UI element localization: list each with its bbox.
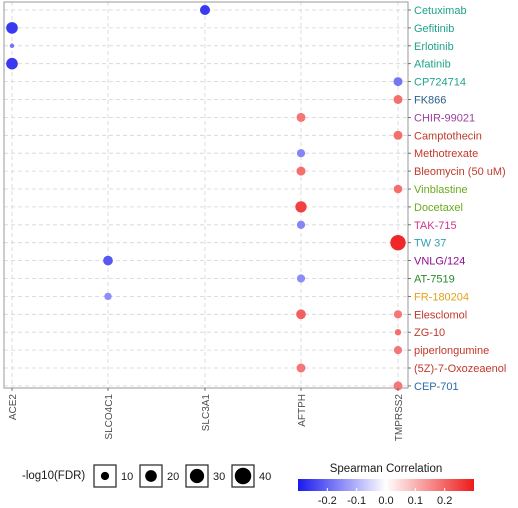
y-tick-label: ZG-10 bbox=[414, 327, 445, 339]
data-point bbox=[296, 309, 306, 320]
data-point bbox=[393, 94, 403, 105]
color-legend-label: 0.1 bbox=[408, 495, 423, 507]
y-tick-label: AT-7519 bbox=[414, 274, 455, 286]
y-tick-label: Bleomycin (50 uM) bbox=[414, 166, 506, 178]
data-point bbox=[6, 57, 18, 70]
data-point bbox=[104, 292, 112, 301]
color-legend-bar bbox=[298, 479, 474, 491]
size-legend-dot bbox=[234, 467, 252, 485]
data-point bbox=[394, 329, 402, 336]
y-tick-label: Docetaxel bbox=[414, 202, 463, 214]
data-point bbox=[295, 201, 307, 213]
data-point bbox=[296, 166, 306, 176]
y-tick-label: Camptothecin bbox=[414, 130, 482, 142]
data-point bbox=[393, 345, 403, 355]
data-point bbox=[9, 43, 15, 49]
size-legend-label: 10 bbox=[121, 471, 133, 483]
size-legend-dot bbox=[145, 470, 157, 482]
y-tick-label: Vinblastine bbox=[414, 184, 468, 196]
x-tick-label: SLCO4C1 bbox=[104, 394, 115, 440]
size-legend-label: 30 bbox=[213, 471, 225, 483]
grid-lines bbox=[4, 2, 408, 388]
size-legend-label: 20 bbox=[167, 471, 179, 483]
data-point bbox=[296, 363, 306, 373]
data-point bbox=[6, 22, 18, 34]
y-tick-label: Afatinib bbox=[414, 59, 451, 71]
x-tick-label: SLC3A1 bbox=[201, 394, 212, 432]
size-legend: -log10(FDR) 10 20 30 40 bbox=[22, 464, 271, 488]
data-point bbox=[296, 112, 306, 122]
y-tick-label: Cetuximab bbox=[414, 5, 467, 17]
data-point bbox=[296, 220, 306, 229]
y-tick-label: FR-180204 bbox=[414, 291, 469, 303]
data-point bbox=[393, 381, 403, 391]
y-tick-label: Gefitinib bbox=[414, 23, 454, 35]
x-tick-label: AFTPH bbox=[297, 394, 308, 427]
x-tick-label: TMPRSS2 bbox=[394, 394, 405, 442]
y-tick-label: piperlongumine bbox=[414, 345, 489, 357]
data-point bbox=[296, 274, 306, 283]
data-point bbox=[393, 184, 403, 194]
color-legend-title: Spearman Correlation bbox=[330, 463, 443, 475]
size-legend-title: -log10(FDR) bbox=[22, 470, 85, 482]
y-tick-label: FK866 bbox=[414, 95, 446, 107]
x-tick-labels: ACE2 SLCO4C1 SLC3A1 AFTPH TMPRSS2 bbox=[8, 388, 405, 441]
y-tick-label: CHIR-99021 bbox=[414, 112, 475, 124]
y-tick-label: Erlotinib bbox=[414, 41, 454, 53]
data-points bbox=[6, 4, 406, 391]
data-point bbox=[296, 149, 306, 158]
x-tick-label: ACE2 bbox=[8, 394, 19, 421]
color-legend: Spearman Correlation -0.2 -0.1 0.0 0.1 0.2 bbox=[298, 463, 474, 507]
size-legend-label: 40 bbox=[259, 471, 271, 483]
y-tick-label: Methotrexate bbox=[414, 148, 478, 160]
data-point bbox=[103, 255, 113, 266]
data-point bbox=[393, 130, 403, 140]
y-tick-labels: Cetuximab Gefitinib Erlotinib Afatinib CP724… bbox=[408, 5, 506, 393]
data-point bbox=[390, 235, 406, 251]
y-tick-label: CP724714 bbox=[414, 77, 466, 89]
size-legend-dot bbox=[100, 471, 110, 481]
plot-frame bbox=[3, 1, 409, 389]
color-legend-label: -0.1 bbox=[347, 495, 366, 507]
y-tick-label: TAK-715 bbox=[414, 220, 457, 232]
y-tick-label: (5Z)-7-Oxozeaenol bbox=[414, 363, 506, 375]
data-point bbox=[393, 77, 403, 87]
data-point bbox=[199, 4, 211, 16]
data-point bbox=[393, 310, 403, 319]
y-tick-label: CEP-701 bbox=[414, 381, 459, 393]
y-tick-label: Elesclomol bbox=[414, 309, 467, 321]
color-legend-label: 0.2 bbox=[437, 495, 452, 507]
color-legend-label: -0.2 bbox=[318, 495, 337, 507]
y-tick-label: VNLG/124 bbox=[414, 256, 465, 268]
size-legend-dot bbox=[189, 468, 205, 484]
y-tick-label: TW 37 bbox=[414, 238, 446, 250]
color-legend-label: 0.0 bbox=[378, 495, 393, 507]
